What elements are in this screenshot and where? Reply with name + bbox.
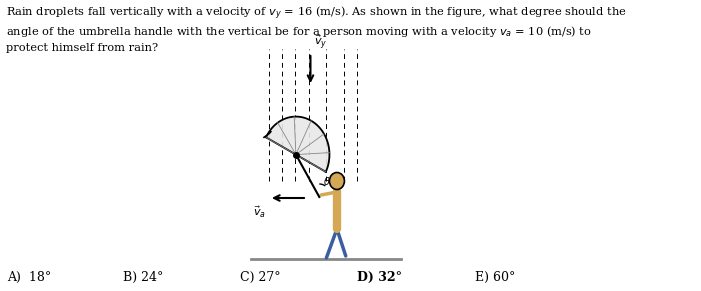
Text: $\vec{v}_y$: $\vec{v}_y$ — [314, 34, 327, 52]
Text: D) 32°: D) 32° — [358, 271, 402, 283]
Text: protect himself from rain?: protect himself from rain? — [6, 43, 158, 53]
Text: $\theta$: $\theta$ — [323, 175, 331, 187]
Text: E) 60°: E) 60° — [475, 271, 515, 283]
Text: $\vec{v}_a$: $\vec{v}_a$ — [254, 204, 266, 219]
Text: angle of the umbrella handle with the vertical be for a person moving with a vel: angle of the umbrella handle with the ve… — [6, 24, 592, 39]
Polygon shape — [266, 117, 329, 172]
Circle shape — [329, 173, 344, 189]
Text: A)  18°: A) 18° — [7, 271, 51, 283]
Text: Rain droplets fall vertically with a velocity of $v_y$ = 16 (m/s). As shown in t: Rain droplets fall vertically with a vel… — [6, 5, 627, 22]
Text: C) 27°: C) 27° — [240, 271, 280, 283]
Text: B) 24°: B) 24° — [123, 271, 164, 283]
